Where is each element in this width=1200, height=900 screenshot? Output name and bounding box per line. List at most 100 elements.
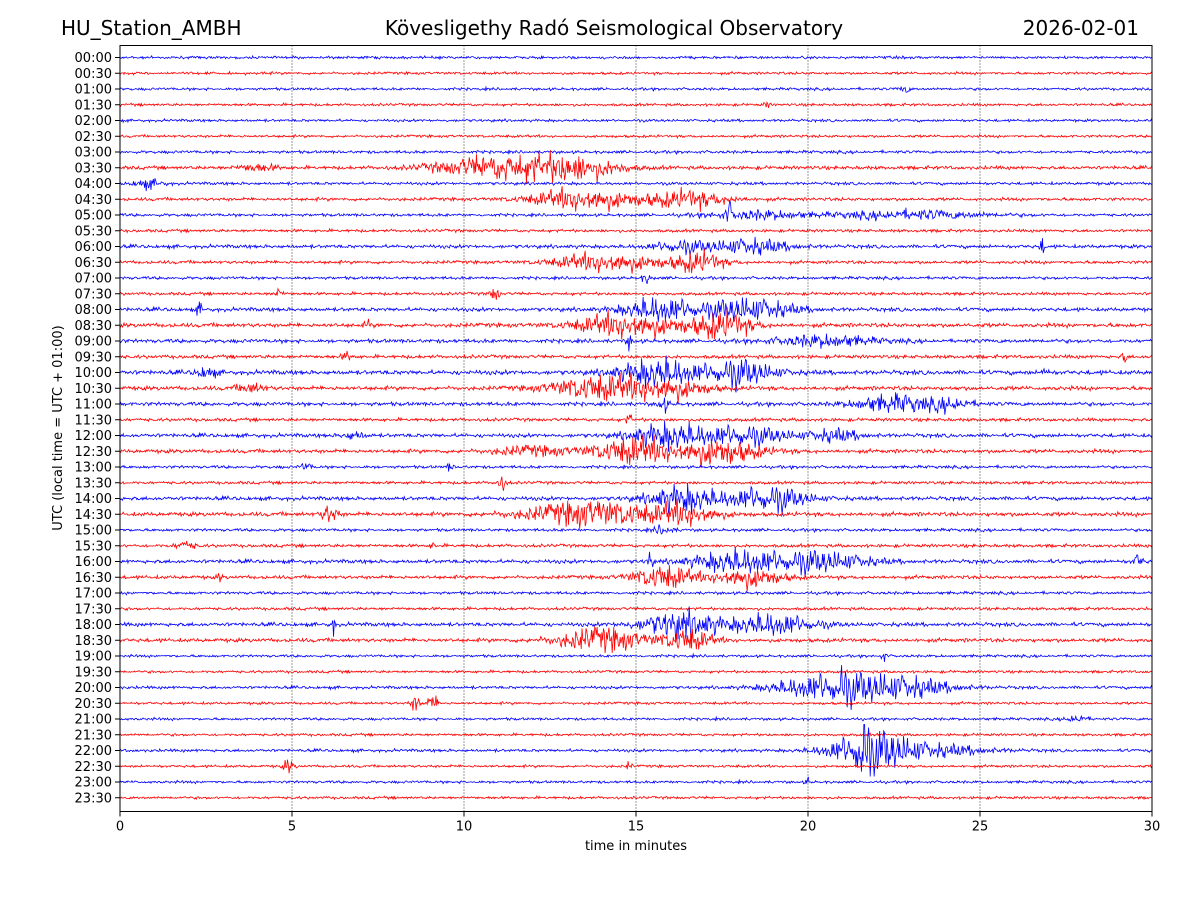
y-tick-label: 17:00 <box>75 587 112 602</box>
y-tick-label: 23:30 <box>75 791 112 806</box>
y-tick-label: 19:00 <box>75 650 112 665</box>
seismic-trace-2130 <box>119 732 1153 738</box>
y-axis: 00:0000:3001:0001:3002:0002:3003:0003:30… <box>75 51 120 806</box>
x-tick-label: 25 <box>972 820 989 835</box>
x-tick-label: 15 <box>628 820 645 835</box>
y-tick-label: 09:00 <box>75 335 112 350</box>
y-tick-label: 11:30 <box>75 413 112 428</box>
y-tick-label: 08:00 <box>75 303 112 318</box>
seismic-trace-1030 <box>119 372 1153 403</box>
seismic-trace-1730 <box>119 605 1153 612</box>
seismic-trace-2200 <box>119 724 1153 777</box>
seismic-trace-1330 <box>119 476 1153 491</box>
y-tick-label: 01:30 <box>75 98 112 113</box>
trace-group <box>119 54 1153 801</box>
y-tick-label: 07:00 <box>75 272 112 287</box>
y-tick-label: 19:30 <box>75 665 112 680</box>
seismic-trace-0830 <box>119 307 1153 340</box>
seismic-trace-2300 <box>119 776 1153 785</box>
y-tick-label: 20:30 <box>75 697 112 712</box>
y-tick-label: 00:30 <box>75 67 112 82</box>
seismic-trace-1230 <box>119 434 1153 469</box>
seismic-trace-1000 <box>119 355 1153 393</box>
y-tick-label: 15:00 <box>75 524 112 539</box>
y-tick-label: 10:30 <box>75 382 112 397</box>
y-tick-label: 23:00 <box>75 776 112 791</box>
y-tick-label: 08:30 <box>75 319 112 334</box>
seismic-trace-1500 <box>119 524 1153 535</box>
y-tick-label: 21:30 <box>75 728 112 743</box>
y-tick-label: 05:00 <box>75 209 112 224</box>
seismic-trace-0230 <box>119 133 1153 140</box>
y-tick-label: 17:30 <box>75 602 112 617</box>
seismic-trace-1900 <box>119 652 1153 662</box>
y-tick-label: 14:00 <box>75 492 112 507</box>
seismic-trace-0730 <box>119 287 1153 300</box>
seismic-trace-0900 <box>119 333 1153 352</box>
seismic-trace-1200 <box>119 420 1153 452</box>
station-label: HU_Station_AMBH <box>61 16 241 40</box>
y-tick-label: 05:30 <box>75 224 112 239</box>
seismic-trace-0400 <box>119 178 1153 192</box>
y-tick-label: 00:00 <box>75 51 112 66</box>
chart-title: Kövesligethy Radó Seismological Observat… <box>385 16 843 40</box>
y-tick-label: 02:30 <box>75 130 112 145</box>
seismic-trace-1930 <box>119 669 1153 675</box>
seismic-trace-1400 <box>119 483 1153 516</box>
y-tick-label: 04:00 <box>75 177 112 192</box>
seismic-trace-1130 <box>119 414 1153 424</box>
y-tick-label: 07:30 <box>75 287 112 302</box>
seismic-trace-0930 <box>119 350 1153 363</box>
y-tick-label: 22:00 <box>75 744 112 759</box>
y-tick-label: 11:00 <box>75 398 112 413</box>
x-axis-label: time in minutes <box>585 839 687 854</box>
seismic-trace-1300 <box>119 462 1153 472</box>
y-tick-label: 06:00 <box>75 240 112 255</box>
seismic-trace-0330 <box>119 150 1153 185</box>
y-tick-label: 21:00 <box>75 713 112 728</box>
x-tick-label: 10 <box>456 820 473 835</box>
y-tick-label: 12:30 <box>75 445 112 460</box>
y-tick-label: 03:30 <box>75 161 112 176</box>
y-tick-label: 01:00 <box>75 83 112 98</box>
seismic-trace-0130 <box>119 100 1153 109</box>
seismic-trace-0500 <box>119 199 1153 222</box>
x-axis: 0 5 10 15 20 25 30 <box>116 811 1161 835</box>
seismic-trace-0700 <box>119 274 1153 284</box>
seismic-trace-0600 <box>119 236 1153 257</box>
seismic-trace-0800 <box>119 296 1153 323</box>
x-tick-label: 0 <box>116 820 124 835</box>
y-tick-label: 13:30 <box>75 476 112 491</box>
y-tick-label: 20:00 <box>75 681 112 696</box>
y-tick-label: 13:00 <box>75 461 112 476</box>
y-tick-label: 16:30 <box>75 571 112 586</box>
x-tick-label: 20 <box>800 820 817 835</box>
seismic-trace-0300 <box>119 148 1153 156</box>
y-tick-label: 12:00 <box>75 429 112 444</box>
y-tick-label: 15:30 <box>75 539 112 554</box>
seismic-trace-0000 <box>119 54 1153 61</box>
y-tick-label: 10:00 <box>75 366 112 381</box>
seismic-trace-0430 <box>119 186 1153 213</box>
seismic-trace-2000 <box>119 665 1153 710</box>
y-axis-label: UTC (local time = UTC + 01:00) <box>51 325 66 530</box>
seismic-trace-2100 <box>119 714 1153 723</box>
y-tick-label: 14:30 <box>75 508 112 523</box>
x-tick-label: 30 <box>1144 820 1161 835</box>
y-tick-label: 06:30 <box>75 256 112 271</box>
seismic-trace-2330 <box>119 795 1153 801</box>
y-tick-label: 18:30 <box>75 634 112 649</box>
seismic-trace-0030 <box>119 70 1153 77</box>
seismic-trace-1800 <box>119 606 1153 642</box>
seismic-trace-1430 <box>119 498 1153 529</box>
date-label: 2026-02-01 <box>1023 16 1139 40</box>
seismic-trace-0200 <box>119 117 1153 124</box>
y-tick-label: 09:30 <box>75 350 112 365</box>
seismic-trace-2230 <box>119 759 1153 774</box>
seismic-trace-0100 <box>119 85 1153 93</box>
y-tick-label: 18:00 <box>75 618 112 633</box>
y-tick-label: 16:00 <box>75 555 112 570</box>
seismic-trace-0630 <box>119 248 1153 274</box>
seismic-trace-1830 <box>119 626 1153 654</box>
